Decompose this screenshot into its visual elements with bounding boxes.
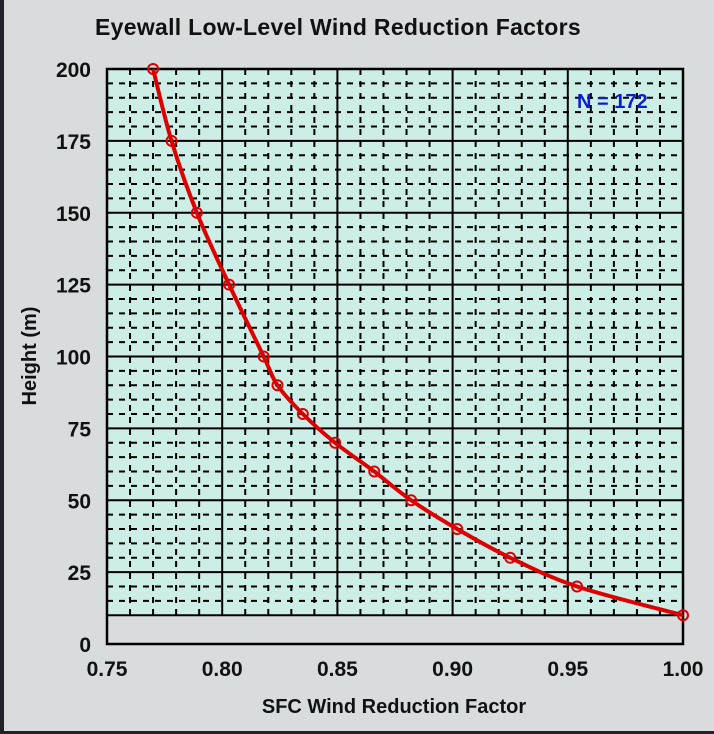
- frame-left-border: [0, 0, 4, 734]
- y-tick-label: 125: [56, 275, 91, 298]
- data-point: [451, 523, 464, 535]
- x-tick-label: 0.80: [202, 658, 243, 681]
- data-point: [368, 465, 381, 478]
- sample-count-annotation: N = 172: [577, 91, 648, 113]
- plot-border: [105, 67, 685, 646]
- data-point: [271, 379, 284, 392]
- data-point: [329, 436, 342, 449]
- chart-title: Eyewall Low-Level Wind Reduction Factors: [95, 14, 581, 40]
- y-tick-label: 25: [68, 562, 92, 585]
- y-tick-label: 100: [56, 347, 91, 370]
- data-point: [571, 580, 584, 593]
- y-tick-label: 75: [68, 418, 92, 441]
- data-point: [147, 63, 160, 75]
- y-tick-label: 175: [56, 131, 91, 154]
- data-point: [296, 408, 309, 420]
- data-point: [677, 609, 689, 622]
- data-point: [504, 551, 517, 564]
- y-tick-label: 150: [56, 203, 91, 226]
- x-tick-label: 0.75: [87, 658, 128, 681]
- data-point: [223, 278, 236, 291]
- data-point: [257, 350, 270, 363]
- data-point: [165, 134, 178, 147]
- series-line: [151, 68, 684, 618]
- x-axis-label: SFC Wind Reduction Factor: [262, 696, 526, 718]
- x-tick-label: 0.85: [317, 658, 358, 681]
- y-tick-label: 50: [68, 490, 91, 513]
- y-tick-label: 0: [79, 634, 91, 657]
- x-tick-label: 0.95: [547, 658, 588, 681]
- frame-bottom-border: [0, 731, 714, 734]
- data-point: [190, 206, 203, 219]
- y-tick-label: 200: [56, 59, 91, 82]
- data-point: [405, 494, 418, 507]
- x-tick-label: 0.90: [432, 658, 473, 681]
- y-axis-label: Height (m): [19, 307, 41, 406]
- x-tick-label: 1.00: [663, 658, 704, 681]
